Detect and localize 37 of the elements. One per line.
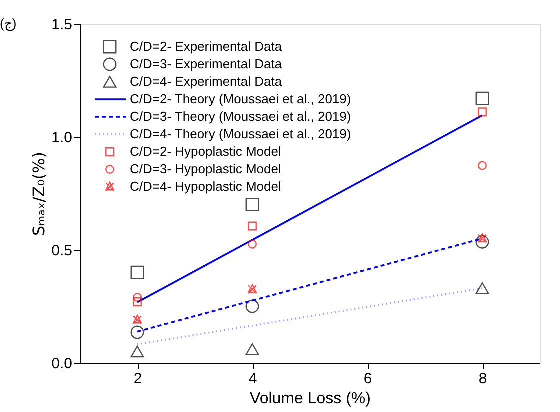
point bbox=[248, 240, 257, 249]
legend-label: C/D=4- Theory (Moussaei et al., 2019) bbox=[130, 126, 352, 142]
y-tick-label: 0.0 bbox=[52, 356, 72, 372]
point bbox=[248, 284, 257, 294]
point bbox=[246, 344, 260, 356]
x-tick-label: 2 bbox=[134, 370, 142, 388]
point bbox=[476, 92, 490, 106]
x-tick-label: 6 bbox=[364, 370, 372, 388]
point bbox=[476, 282, 490, 294]
legend-label: C/D=2- Hypoplastic Model bbox=[130, 144, 282, 159]
legend-label: C/D=2- Theory (Moussaei et al., 2019) bbox=[130, 92, 352, 106]
point bbox=[130, 346, 144, 358]
point bbox=[248, 222, 257, 231]
point bbox=[246, 198, 260, 212]
point bbox=[246, 300, 260, 314]
x-tick-label: 4 bbox=[248, 370, 258, 388]
y-axis-title: Sₘₐₓ/Z₀(%) bbox=[30, 152, 49, 236]
point bbox=[478, 108, 487, 117]
legend-label: C/D=3- Theory (Moussaei et al., 2019) bbox=[130, 109, 352, 124]
legend-label: C/D=4- Experimental Data bbox=[130, 74, 283, 89]
legend-label: C/D=2- Experimental Data bbox=[130, 39, 283, 54]
y-tick-label: 1.0 bbox=[52, 130, 72, 146]
point bbox=[478, 161, 487, 170]
y-tick-label: 0.5 bbox=[52, 242, 72, 260]
point bbox=[133, 298, 142, 306]
point bbox=[133, 314, 142, 325]
legend-label: C/D=3- Experimental Data bbox=[130, 56, 283, 72]
point bbox=[130, 326, 144, 340]
point bbox=[130, 266, 144, 280]
y-tick-label: 1.5 bbox=[52, 16, 72, 34]
point bbox=[133, 292, 142, 302]
text: (ج) bbox=[0, 16, 17, 32]
point bbox=[476, 235, 490, 249]
x-axis-title: Volume Loss (%) bbox=[250, 390, 371, 408]
legend-label: C/D=3- Hypoplastic Model bbox=[130, 162, 282, 176]
legend-label: C/D=4- Hypoplastic Model bbox=[130, 179, 282, 194]
x-tick-label: 8 bbox=[478, 370, 488, 388]
